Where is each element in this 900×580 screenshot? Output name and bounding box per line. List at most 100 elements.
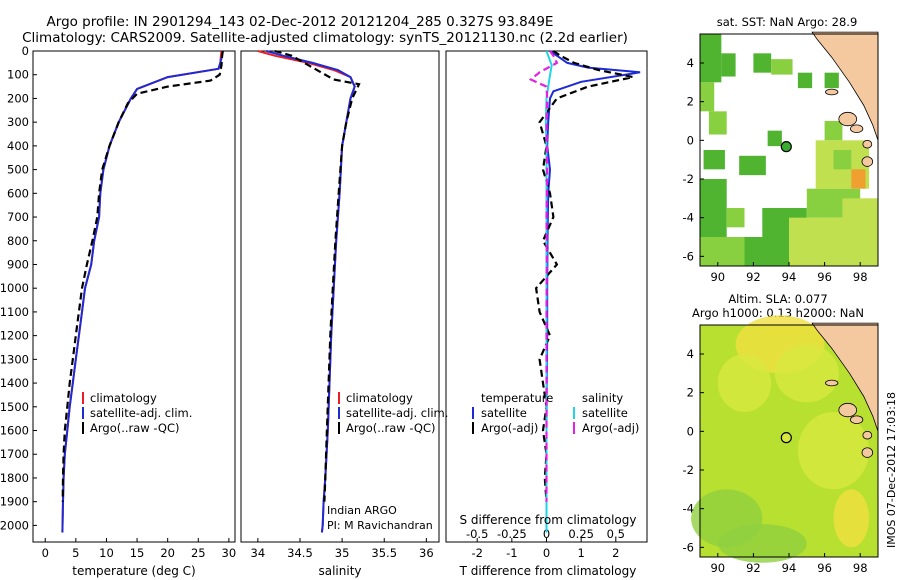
legend-satellite-label: satellite-adj. clim. (346, 406, 448, 420)
legend-s-argo-swatch (573, 422, 575, 434)
depth-tick-label: 1600 (0, 424, 29, 438)
temperature-xtick-label: 0 (42, 546, 49, 560)
salinity-xtick-label: 34 (251, 546, 266, 560)
difference-legend: temperature salinity satellite Argo(-adj… (472, 391, 639, 435)
island (825, 88, 839, 96)
depth-tick-label: 1900 (0, 495, 29, 509)
sla-blob (774, 344, 839, 403)
sst-cell (753, 53, 772, 73)
map-xtick-label: 96 (817, 561, 832, 575)
salinity-panel: 34 34.5 35 35.5 36 salinity Indian ARGO PI: … (240, 49, 448, 578)
temperature-xtick-label: 15 (130, 546, 145, 560)
s-difference-label: S difference from climatology (460, 513, 637, 527)
sla-blob (797, 412, 870, 490)
legend-climatology-swatch (82, 392, 84, 404)
island (850, 415, 864, 424)
temperature-xtick-label: 30 (222, 546, 237, 560)
island (825, 379, 839, 387)
depth-tick-label: 200 (7, 91, 29, 105)
sst-cell (744, 237, 789, 266)
salinity-xtick-label: 35.5 (371, 546, 397, 560)
legend-argo-label: Argo(..raw -QC) (346, 421, 436, 435)
sst-cell (703, 150, 725, 170)
legend-s-satellite-label: satellite (582, 406, 628, 420)
legend-s-satellite-swatch (573, 407, 575, 419)
sla-blob (717, 354, 772, 412)
map-ytick-label: -6 (683, 249, 694, 263)
sst-cell (726, 208, 745, 228)
sla-map: Altim. SLA: 0.077 Argo h1000: 0.13 h2000… (683, 292, 879, 575)
sla-map-title-line1: Altim. SLA: 0.077 (728, 292, 827, 306)
salinity-xtick-label: 36 (419, 546, 434, 560)
legend-argo-swatch (82, 422, 84, 434)
sst-cell (824, 72, 839, 89)
legend-t-satellite-swatch (472, 407, 474, 419)
depth-tick-label: 1200 (0, 329, 29, 343)
sst-map-title: sat. SST: NaN Argo: 28.9 (717, 15, 858, 29)
difference-series-temperature-argo-adj- (534, 50, 634, 502)
temperature-xtick-label: 25 (191, 546, 206, 560)
sst-cell (739, 155, 766, 176)
difference-top-tick-label: 0.5 (607, 527, 625, 541)
depth-tick-label: 500 (7, 163, 29, 177)
map-ytick-label: -6 (683, 540, 694, 554)
depth-axis-ticks: 0 100 200 300 400 500 600 700 800 900 1000 1100 1200… (0, 44, 37, 532)
legend-climatology-label: climatology (346, 391, 413, 405)
figure-title-line1: Argo profile: IN 2901294_143 02-Dec-2012… (47, 14, 554, 30)
depth-tick-label: 2000 (0, 518, 29, 532)
island (850, 124, 864, 133)
argo-float-marker (780, 141, 792, 153)
salinity-series-argo-raw-qc- (274, 49, 361, 502)
temperature-xtick-label: 10 (99, 546, 114, 560)
island (862, 139, 873, 149)
legend-salinity-header: salinity (582, 391, 623, 405)
legend-climatology-label: climatology (90, 391, 157, 405)
legend-satellite-label: satellite-adj. clim. (90, 406, 192, 420)
difference-top-tick-label: 0.25 (568, 527, 594, 541)
salinity-series-climatology (257, 50, 356, 533)
depth-tick-label: 700 (7, 210, 29, 224)
salinity-legend: climatology satellite-adj. clim. Argo(..… (338, 391, 448, 435)
map-ytick-label: -4 (683, 502, 694, 516)
temperature-axis-label: temperature (deg C) (72, 564, 195, 578)
temperature-panel: 0100200300400500600700800900100011001200… (0, 44, 236, 578)
map-xtick-label: 94 (782, 270, 797, 284)
map-ytick-label: 2 (687, 386, 694, 400)
map-ytick-label: 4 (687, 347, 694, 361)
depth-tick-label: 1400 (0, 376, 29, 390)
map-ytick-label: -2 (683, 463, 694, 477)
difference-panel: -2 -1 0 1 2 -0.5 -0.25 0 0.25 0.5 S difference f… (445, 50, 648, 578)
depth-tick-label: 900 (7, 257, 29, 271)
map-xtick-label: 94 (782, 561, 797, 575)
legend-s-argo-label: Argo(-adj) (582, 421, 639, 435)
legend-t-argo-swatch (472, 422, 474, 434)
sla-blob (717, 524, 807, 563)
depth-tick-label: 1700 (0, 447, 29, 461)
legend-argo-swatch (338, 422, 340, 434)
depth-tick-label: 300 (7, 115, 29, 129)
temperature-series-climatology (61, 50, 223, 533)
island (862, 430, 873, 440)
argo-float-marker (780, 432, 792, 444)
difference-xtick-label: 1 (577, 546, 584, 560)
depth-tick-label: 1800 (0, 471, 29, 485)
credit-footer: IMOS 07-Dec-2012 17:03:18 (885, 392, 898, 548)
map-ytick-label: -2 (683, 172, 694, 186)
sst-cell (851, 169, 866, 189)
difference-xtick-label: 0 (543, 546, 550, 560)
figure-title-line2: Climatology: CARS2009. Satellite-adjuste… (22, 30, 628, 46)
depth-tick-label: 800 (7, 234, 29, 248)
temperature-series-argo-raw-qc- (61, 50, 224, 502)
difference-xtick-label: -2 (471, 546, 482, 560)
island (861, 156, 874, 167)
map-xtick-label: 98 (853, 270, 868, 284)
legend-t-argo-label: Argo(-adj) (481, 421, 538, 435)
sst-cell (767, 130, 782, 147)
sst-map: sat. SST: NaN Argo: 28.9 90 92 94 96 98 4 2 0 -2… (683, 15, 879, 284)
difference-xtick-label: 2 (612, 546, 619, 560)
t-difference-label: T difference from climatology (459, 564, 637, 578)
map-xtick-label: 96 (817, 270, 832, 284)
map-xtick-label: 92 (746, 561, 761, 575)
difference-top-tick-label: -0.25 (497, 527, 527, 541)
depth-tick-label: 100 (7, 68, 29, 82)
